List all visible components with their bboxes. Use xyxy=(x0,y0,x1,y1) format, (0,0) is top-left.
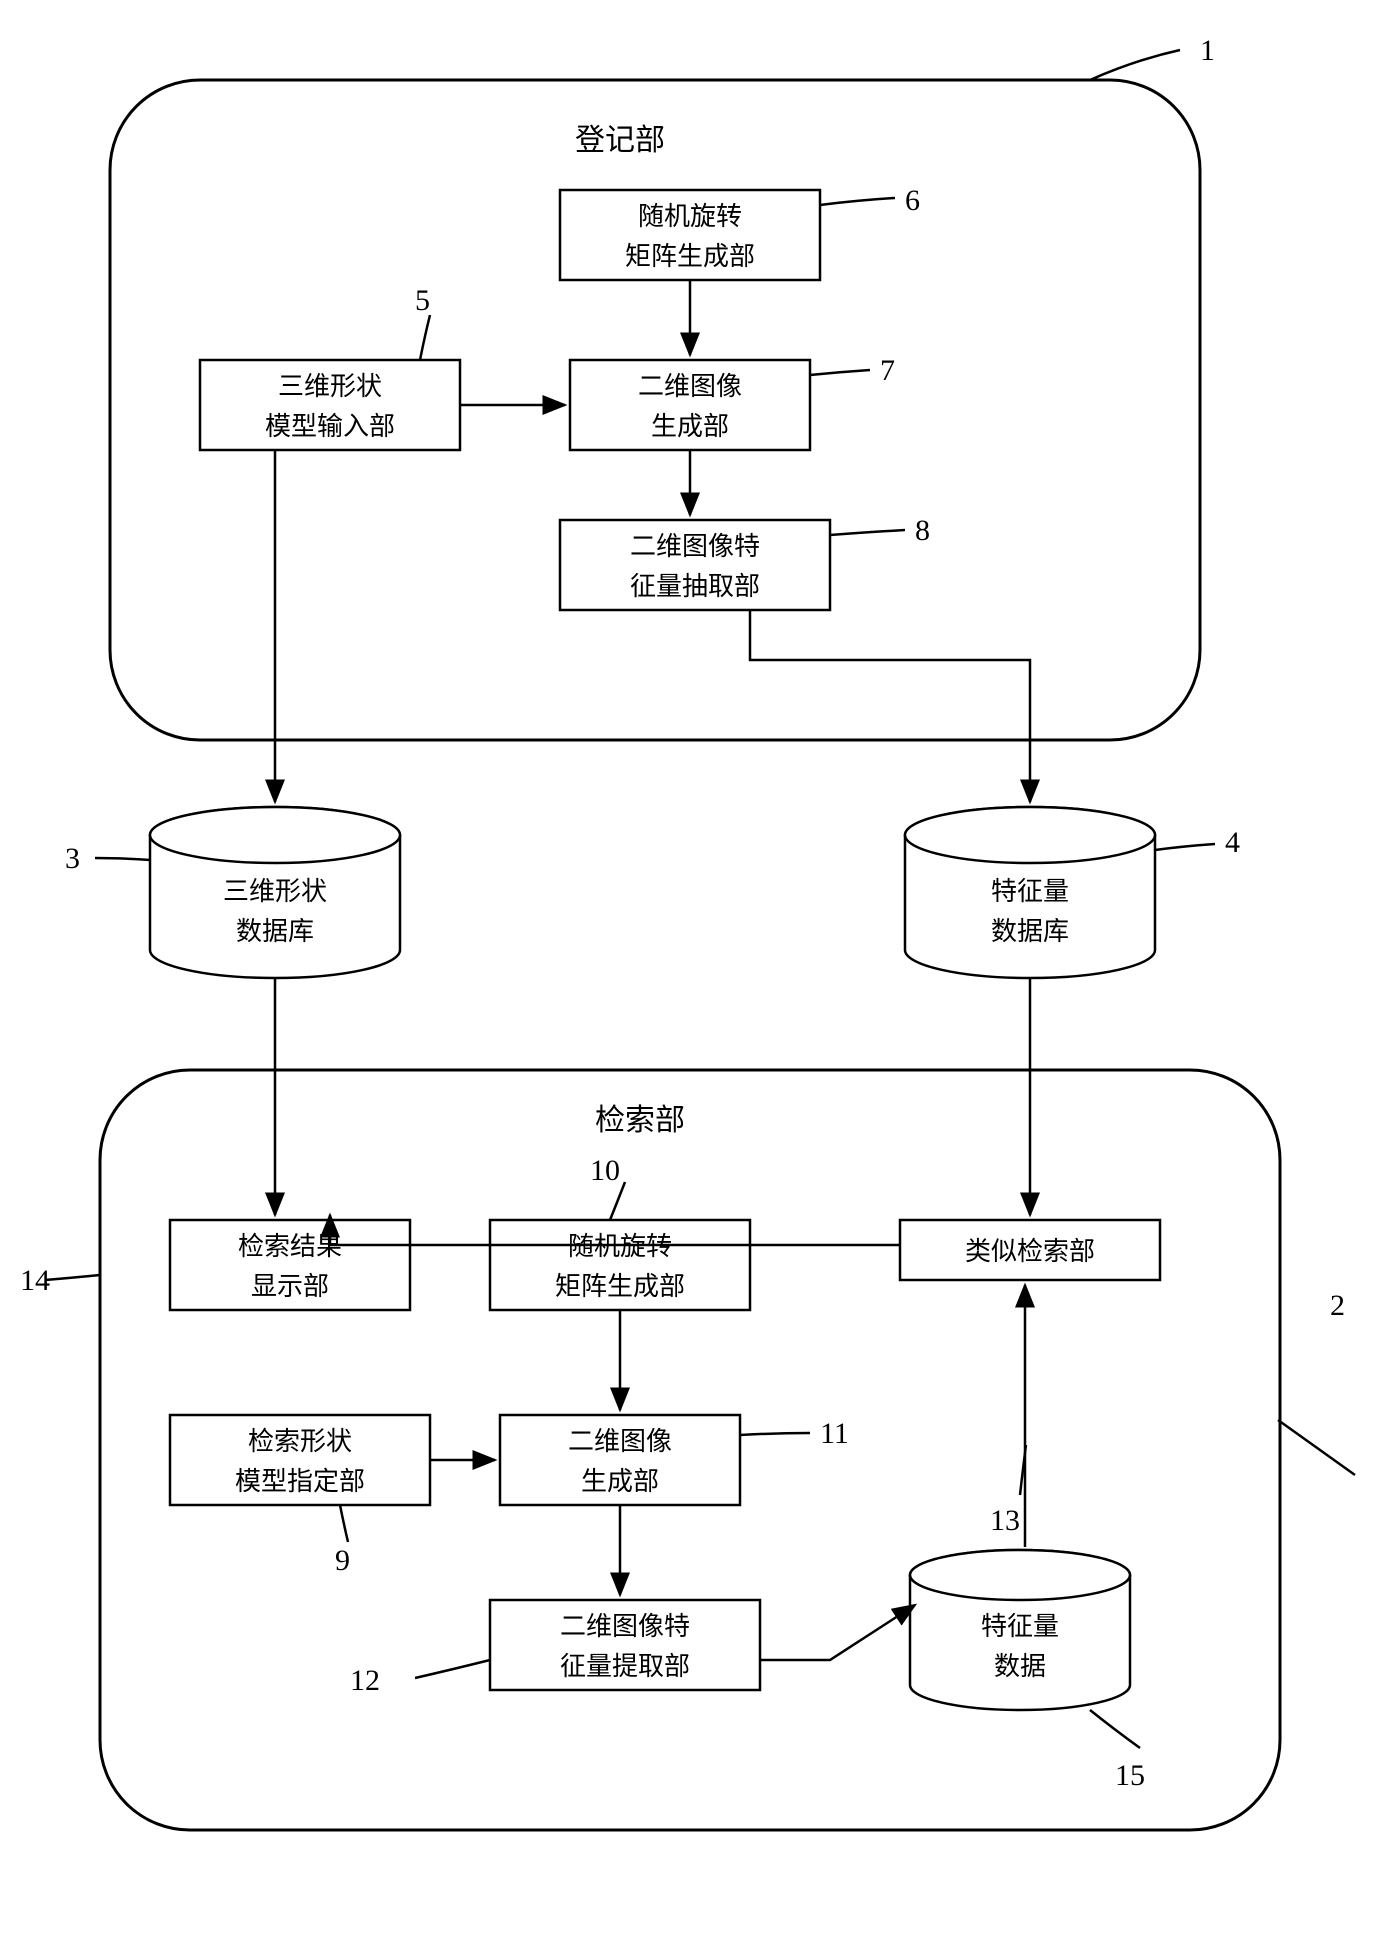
leader-12 xyxy=(415,1660,490,1678)
db15-l1: 特征量 xyxy=(981,1611,1059,1641)
b12-l1: 二维图像特 xyxy=(560,1611,690,1641)
db4-l2: 数据库 xyxy=(991,916,1069,946)
b8-l1: 二维图像特 xyxy=(630,531,760,561)
b12-l2: 征量提取部 xyxy=(560,1651,690,1681)
register-title: 登记部 xyxy=(575,124,665,157)
b11-l2: 生成部 xyxy=(581,1466,659,1496)
db15-l2: 数据 xyxy=(994,1651,1046,1681)
arrow-8-db4 xyxy=(750,610,1030,802)
num-7: 7 xyxy=(880,354,895,387)
num-5: 5 xyxy=(415,284,430,317)
num-14: 14 xyxy=(20,1264,50,1297)
num-10: 10 xyxy=(590,1154,620,1187)
leader-8 xyxy=(830,530,905,535)
leader-11 xyxy=(740,1433,810,1435)
leader-9 xyxy=(340,1505,348,1542)
arrow-12-15 xyxy=(760,1605,915,1660)
leader-4 xyxy=(1155,844,1215,850)
num-8: 8 xyxy=(915,514,930,547)
num-13: 13 xyxy=(990,1504,1020,1537)
db3-l1: 三维形状 xyxy=(223,876,327,906)
leader-6 xyxy=(820,198,895,205)
db3-l2: 数据库 xyxy=(236,916,314,946)
b11-l1: 二维图像 xyxy=(568,1426,672,1456)
num-1: 1 xyxy=(1200,34,1215,67)
num-6: 6 xyxy=(905,184,920,217)
num-3: 3 xyxy=(65,842,80,875)
db4-l1: 特征量 xyxy=(991,876,1069,906)
num-2: 2 xyxy=(1330,1289,1345,1322)
num-11: 11 xyxy=(820,1417,849,1450)
b7-l1: 二维图像 xyxy=(638,371,742,401)
num-9: 9 xyxy=(335,1544,350,1577)
b5-l1: 三维形状 xyxy=(278,371,382,401)
num-12: 12 xyxy=(350,1664,380,1697)
b6-l1: 随机旋转 xyxy=(638,201,742,231)
num-15: 15 xyxy=(1115,1759,1145,1792)
leader-14 xyxy=(45,1275,100,1280)
leader-7 xyxy=(810,370,870,375)
b13-l1: 类似检索部 xyxy=(965,1236,1095,1266)
b7-l2: 生成部 xyxy=(651,411,729,441)
leader-5 xyxy=(420,315,430,360)
b9-l1: 检索形状 xyxy=(248,1426,352,1456)
leader-3 xyxy=(95,858,150,860)
search-title: 检索部 xyxy=(595,1104,685,1137)
b9-l2: 模型指定部 xyxy=(235,1466,365,1496)
b6-l2: 矩阵生成部 xyxy=(625,241,755,271)
leader-2 xyxy=(1278,1420,1355,1475)
leader-10 xyxy=(610,1182,625,1220)
b10-l2: 矩阵生成部 xyxy=(555,1271,685,1301)
b14-l1: 检索结果 xyxy=(238,1231,342,1261)
leader-1 xyxy=(1090,50,1180,80)
b14-l2: 显示部 xyxy=(251,1271,329,1301)
leader-15 xyxy=(1090,1710,1140,1748)
b8-l2: 征量抽取部 xyxy=(630,571,760,601)
num-4: 4 xyxy=(1225,826,1240,859)
b5-l2: 模型输入部 xyxy=(265,411,395,441)
